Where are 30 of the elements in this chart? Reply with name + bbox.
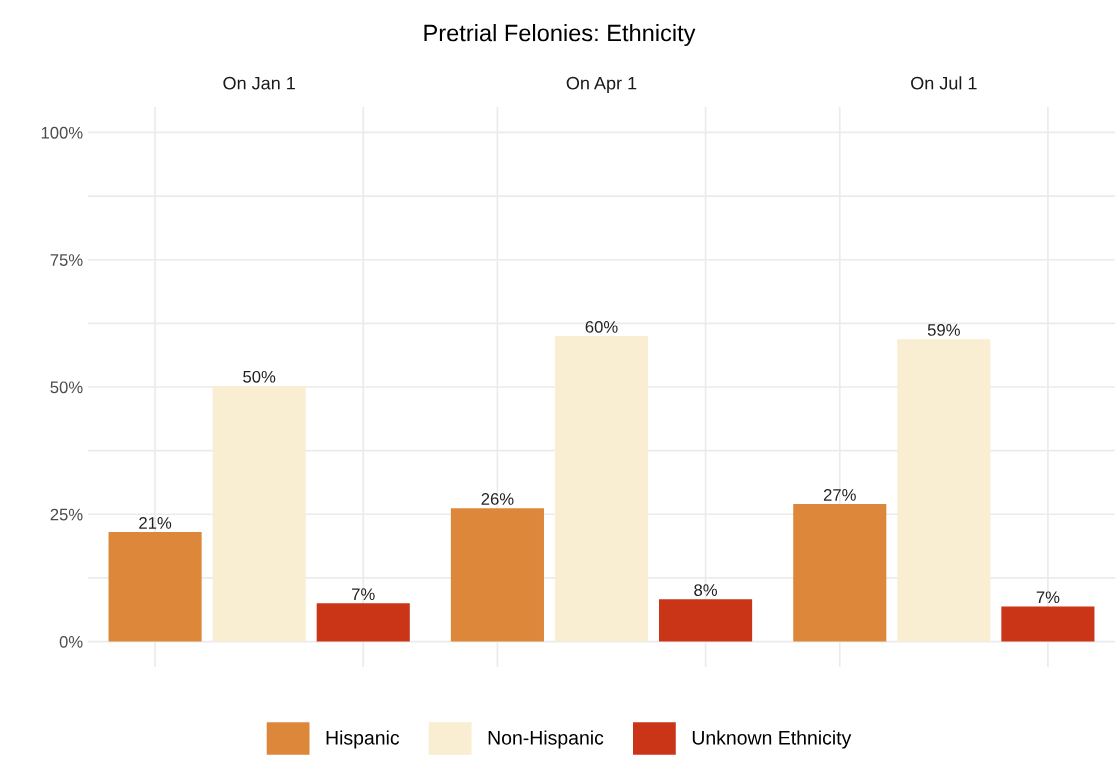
bar xyxy=(212,385,306,642)
y-tick-label: 100% xyxy=(41,126,83,139)
x-tick-label: On Jul 1 xyxy=(911,76,977,90)
y-tick-label: 50% xyxy=(50,381,83,394)
data-label: 8% xyxy=(694,584,718,596)
bar xyxy=(450,508,544,642)
bar xyxy=(108,532,202,642)
data-label: 21% xyxy=(139,516,172,529)
y-tick-label: 75% xyxy=(50,254,83,266)
data-label: 7% xyxy=(1036,591,1060,604)
data-label: 26% xyxy=(481,493,514,505)
data-label: 7% xyxy=(352,588,375,600)
chart-title: Pretrial Felonies: Ethnicity xyxy=(424,24,696,47)
data-label: 50% xyxy=(243,370,276,383)
y-tick-label: 0% xyxy=(59,635,83,648)
bar xyxy=(793,504,887,642)
legend-label: Hispanic xyxy=(326,730,400,749)
data-label: 59% xyxy=(927,324,960,336)
bar xyxy=(316,603,410,642)
data-label: 27% xyxy=(823,488,856,501)
legend-label: Unknown Ethnicity xyxy=(692,730,852,749)
bar xyxy=(897,339,991,642)
legend-label: Non-Hispanic xyxy=(488,730,604,749)
bar xyxy=(1001,606,1095,642)
data-label: 60% xyxy=(585,320,618,333)
bar xyxy=(554,336,649,642)
x-tick-label: On Apr 1 xyxy=(566,76,637,94)
bar xyxy=(659,599,753,642)
y-tick-label: 25% xyxy=(50,508,83,521)
x-tick-label: On Jan 1 xyxy=(223,76,295,90)
